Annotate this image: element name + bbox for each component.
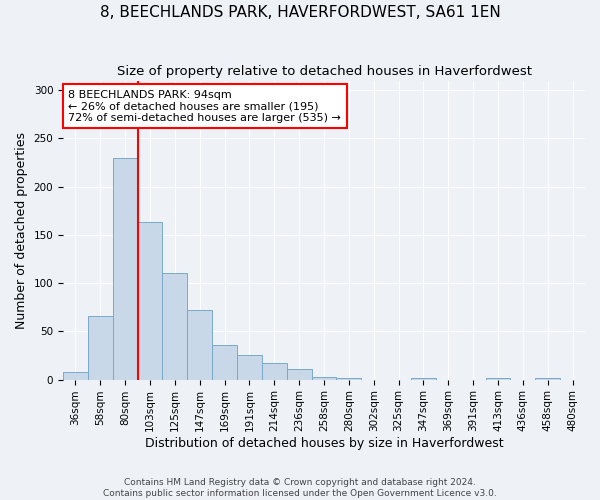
X-axis label: Distribution of detached houses by size in Haverfordwest: Distribution of detached houses by size … <box>145 437 503 450</box>
Bar <box>287 369 311 380</box>
Bar <box>113 158 137 380</box>
Bar <box>337 378 361 380</box>
Bar <box>411 378 436 380</box>
Bar <box>63 372 88 380</box>
Bar <box>485 378 511 380</box>
Bar <box>187 310 212 380</box>
Text: 8 BEECHLANDS PARK: 94sqm
← 26% of detached houses are smaller (195)
72% of semi-: 8 BEECHLANDS PARK: 94sqm ← 26% of detach… <box>68 90 341 122</box>
Text: Contains HM Land Registry data © Crown copyright and database right 2024.
Contai: Contains HM Land Registry data © Crown c… <box>103 478 497 498</box>
Bar <box>535 378 560 380</box>
Y-axis label: Number of detached properties: Number of detached properties <box>15 132 28 328</box>
Bar <box>311 376 337 380</box>
Bar <box>237 356 262 380</box>
Bar <box>212 345 237 380</box>
Title: Size of property relative to detached houses in Haverfordwest: Size of property relative to detached ho… <box>116 65 532 78</box>
Text: 8, BEECHLANDS PARK, HAVERFORDWEST, SA61 1EN: 8, BEECHLANDS PARK, HAVERFORDWEST, SA61 … <box>100 5 500 20</box>
Bar <box>137 222 163 380</box>
Bar <box>88 316 113 380</box>
Bar <box>262 363 287 380</box>
Bar <box>163 274 187 380</box>
